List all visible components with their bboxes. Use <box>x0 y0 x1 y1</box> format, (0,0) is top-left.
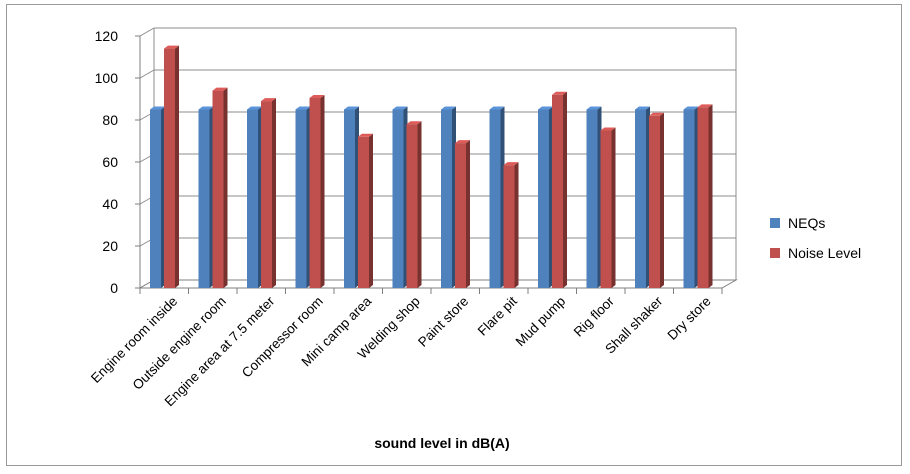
bar-noise-level <box>406 121 422 288</box>
bar-neqs <box>392 106 408 288</box>
bar-neqs <box>344 106 359 288</box>
legend-swatch <box>770 248 780 258</box>
bar-noise-level <box>455 140 470 288</box>
x-axis-title: sound level in dB(A) <box>374 435 509 451</box>
bar-neqs <box>150 106 165 288</box>
x-category-label: Outside engine room <box>130 294 229 393</box>
bar-noise-level <box>600 127 616 288</box>
bar-noise-level <box>649 112 664 288</box>
y-tick-label: 60 <box>102 154 118 170</box>
x-category-label: Compressor room <box>239 294 326 381</box>
bars <box>150 45 713 289</box>
y-tick-label: 0 <box>110 280 118 296</box>
bar-noise-level <box>552 91 567 288</box>
bar-neqs <box>586 106 602 288</box>
y-tick-label: 100 <box>95 70 119 86</box>
y-tick-label: 80 <box>102 112 118 128</box>
y-tick-label: 20 <box>102 238 118 254</box>
x-category-label: Flare pit <box>475 293 520 338</box>
bar-noise-level <box>503 162 519 288</box>
gridline-side <box>139 27 155 37</box>
x-category-label: Dry store <box>665 294 714 343</box>
gridline-side <box>139 69 155 79</box>
x-category-label: Engine room inside <box>88 294 180 386</box>
x-category-label: Paint store <box>415 294 471 350</box>
bar-noise-level <box>212 87 228 288</box>
x-category-label: Mud pump <box>513 294 569 350</box>
bar-neqs <box>247 106 262 288</box>
legend-label: Noise Level <box>788 245 861 261</box>
legend-label: NEQs <box>788 215 825 231</box>
bar-neqs <box>295 106 311 288</box>
bar-noise-level <box>261 98 276 288</box>
bar-neqs <box>538 106 553 288</box>
y-axis-ticks: 0 20 40 60 80 100 120 <box>95 28 141 296</box>
bar-neqs <box>489 106 505 288</box>
bar-noise-level <box>697 104 713 289</box>
bar-neqs <box>683 106 699 288</box>
bar-noise-level <box>309 94 325 288</box>
y-tick-label: 40 <box>102 196 118 212</box>
bar-noise-level <box>358 133 373 288</box>
legend: NEQs Noise Level <box>770 215 861 261</box>
bar-neqs <box>635 106 650 288</box>
bar-neqs <box>441 106 456 288</box>
bar-neqs <box>198 106 214 288</box>
legend-swatch <box>770 218 780 228</box>
x-category-label: Rig floor <box>571 293 618 340</box>
y-tick-label: 120 <box>95 28 119 44</box>
bar-noise-level <box>164 45 179 288</box>
